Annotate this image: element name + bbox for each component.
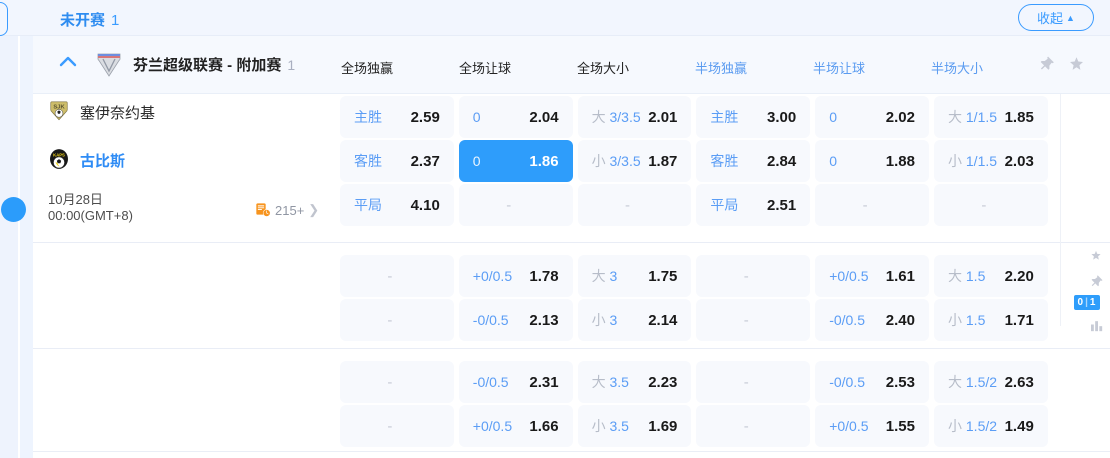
svg-text:KAPS: KAPS [53,152,65,157]
